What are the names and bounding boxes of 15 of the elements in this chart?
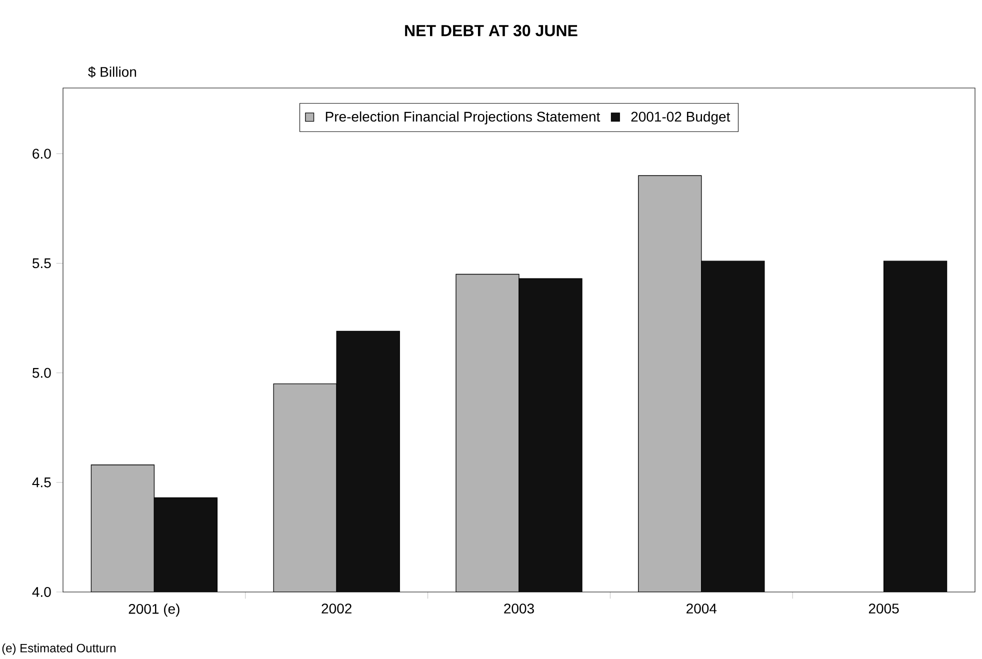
x-tick-label: 2001 (e) — [128, 604, 180, 617]
x-tick-label: 2003 — [504, 604, 534, 614]
y-tick-label: 5.5 — [32, 258, 51, 268]
y-tick-label: 4.0 — [32, 587, 51, 597]
y-tick-label: 4.5 — [32, 478, 51, 488]
text: (e) Estimated Outturn — [2, 644, 116, 655]
x-tick-label: 2004 — [686, 604, 717, 614]
y-tick-label: 5.0 — [32, 368, 51, 378]
y-tick-label: 6.0 — [32, 148, 51, 159]
y-axis-title: $ Billion — [88, 66, 136, 78]
chart-title: NET DEBT AT 30 JUNE — [405, 24, 578, 36]
x-tick-label: 2005 — [868, 604, 899, 614]
legend-label: 2001-02 Budget — [631, 111, 730, 124]
legend-label: Pre-election Financial Projections Statement — [326, 111, 600, 124]
x-tick-label: 2002 — [322, 604, 352, 614]
